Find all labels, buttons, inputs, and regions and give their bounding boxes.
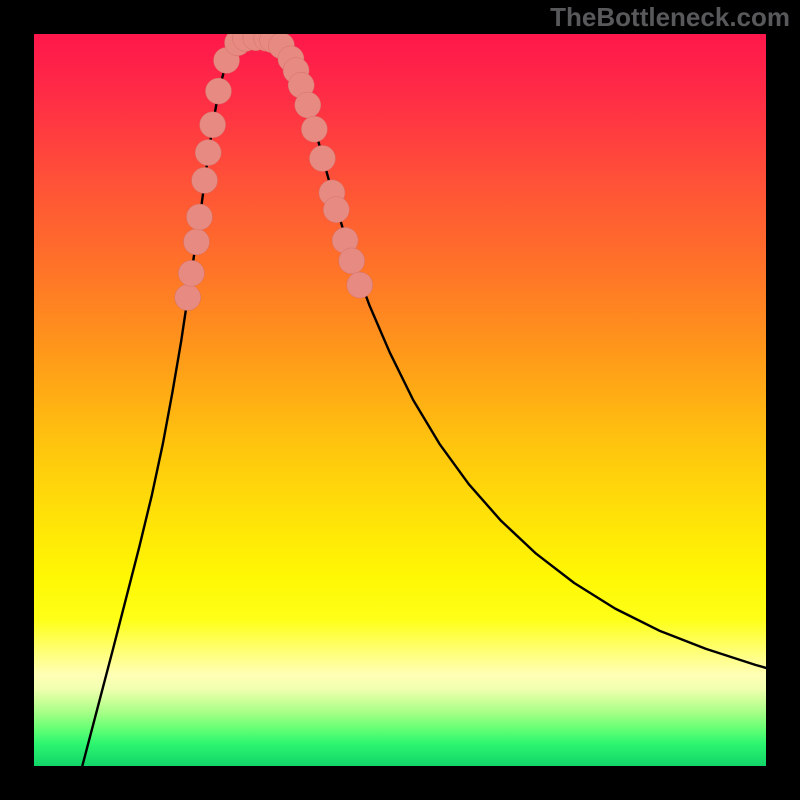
data-marker [175,285,201,311]
gradient-background [34,34,766,766]
data-marker [323,197,349,223]
plot-area [34,34,766,766]
data-marker [184,229,210,255]
data-marker [339,248,365,274]
data-marker [309,145,335,171]
data-marker [205,78,231,104]
data-marker [295,92,321,118]
chart-svg [34,34,766,766]
data-marker [195,140,221,166]
data-marker [200,112,226,138]
data-marker [192,167,218,193]
data-marker [178,260,204,286]
data-marker [301,116,327,142]
data-marker [347,272,373,298]
data-marker [186,204,212,230]
watermark-text: TheBottleneck.com [550,2,790,33]
